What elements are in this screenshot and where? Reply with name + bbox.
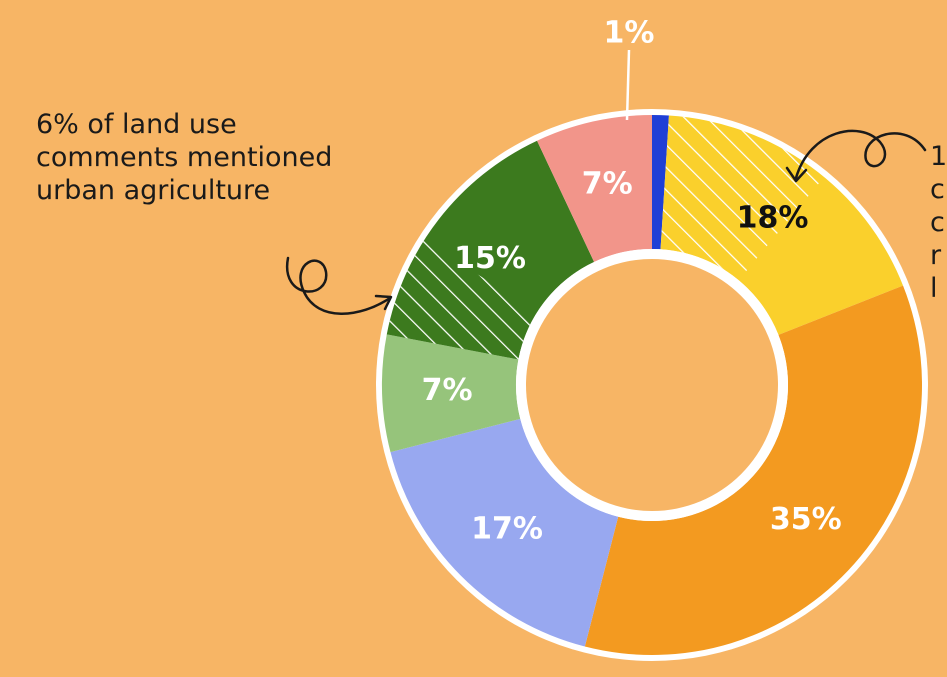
leader-line-1pct xyxy=(627,50,629,120)
annotation-right-line-3: c xyxy=(930,206,947,239)
slice-label-18pct-yellow: 18% xyxy=(737,201,809,236)
donut-hole xyxy=(526,259,778,511)
slice-label-7pct-pink: 7% xyxy=(582,166,633,201)
annotation-urban-agriculture: 6% of land use comments mentioned urban … xyxy=(36,108,332,207)
annotation-right-clipped: 1 c c r l xyxy=(930,140,947,305)
annotation-line-2: comments mentioned xyxy=(36,141,332,174)
annotation-line-1: 6% of land use xyxy=(36,108,332,141)
slice-label-7pct-light_green: 7% xyxy=(422,373,473,408)
slice-label-17pct-periwinkle: 17% xyxy=(471,511,543,546)
curly-arrow-left-icon xyxy=(287,258,390,314)
slice-label-15pct-dark_green: 15% xyxy=(454,241,526,276)
annotation-right-line-4: r xyxy=(930,239,947,272)
annotation-right-line-2: c xyxy=(930,173,947,206)
annotation-right-line-5: l xyxy=(930,272,947,305)
annotation-right-line-1: 1 xyxy=(930,140,947,173)
slice-label-1pct-blue: 1% xyxy=(604,16,655,51)
annotation-line-3: urban agriculture xyxy=(36,174,332,207)
slice-label-35pct-orange: 35% xyxy=(770,502,842,537)
